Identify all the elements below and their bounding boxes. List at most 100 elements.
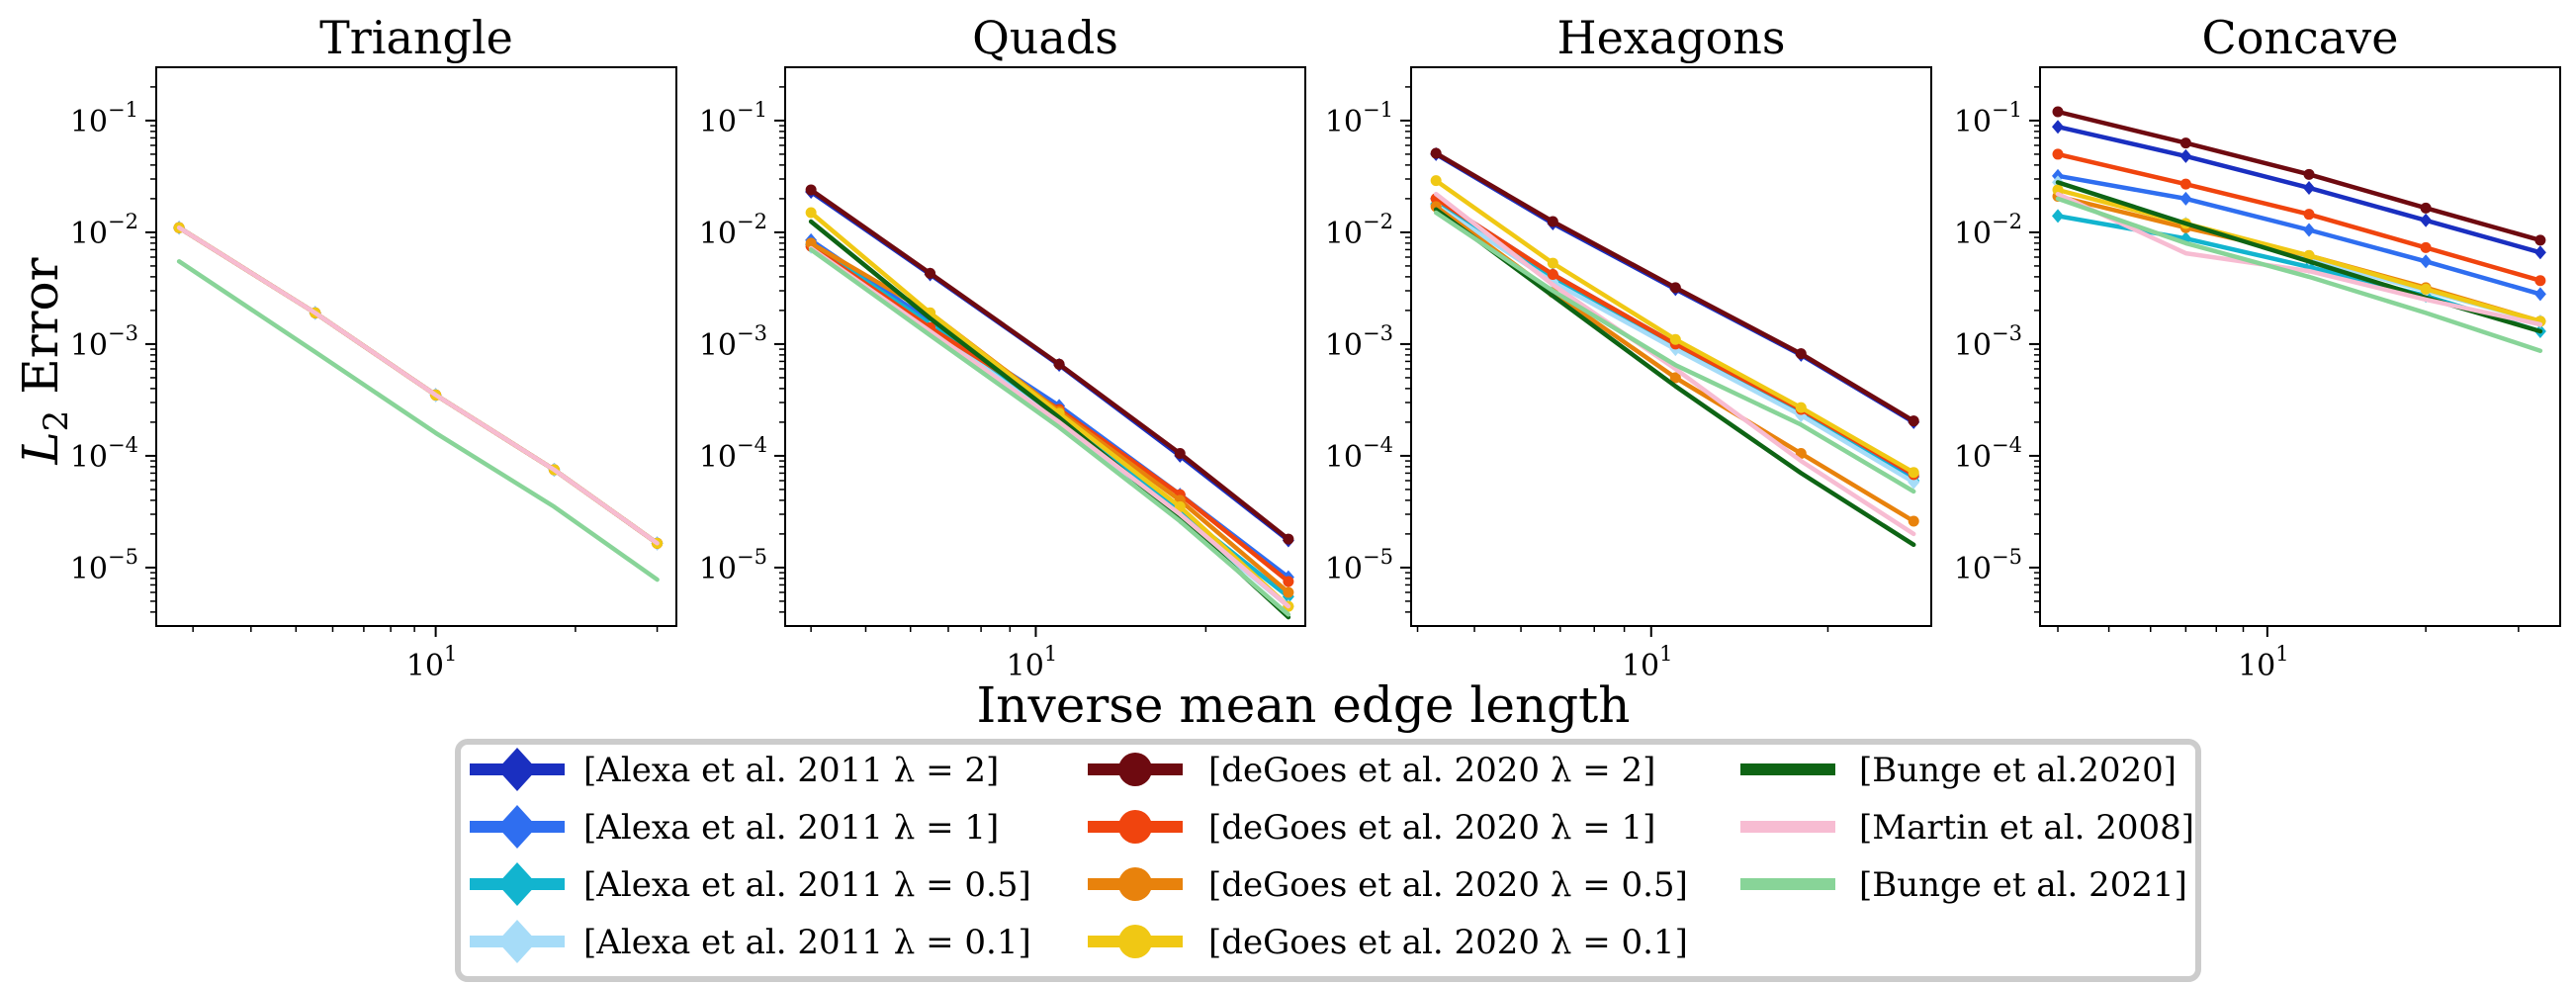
- y-tick-label: 10−3: [699, 321, 767, 363]
- data-point: [2303, 168, 2315, 180]
- data-point: [805, 207, 817, 219]
- minor-ticks: [150, 86, 659, 632]
- y-tick-label: 10−2: [1954, 210, 2022, 251]
- axes-frame: [784, 66, 1306, 627]
- y-tick-label: 10−1: [1325, 98, 1393, 139]
- panel-title: Concave: [2202, 11, 2399, 64]
- panel-title: Hexagons: [1556, 11, 1785, 64]
- data-point: [2420, 202, 2432, 214]
- series-path: [176, 224, 660, 546]
- series-path: [808, 247, 1291, 617]
- data-point: [1908, 415, 1919, 427]
- data-point: [1669, 282, 1681, 294]
- plot-area: [2052, 106, 2546, 353]
- data-point: [2179, 148, 2192, 163]
- series-path: [808, 245, 1291, 609]
- data-point: [2533, 287, 2546, 302]
- y-tick-label: 10−5: [70, 545, 138, 586]
- y-tick-label: 10−3: [1325, 321, 1393, 363]
- data-point: [2052, 148, 2064, 160]
- legend-entry: [deGoes et al. 2020 λ = 0.5]: [1088, 865, 1688, 905]
- data-point: [2052, 184, 2064, 196]
- legend-entry: [Alexa et al. 2011 λ = 0.1]: [470, 920, 1031, 963]
- y-tick-label: 10−2: [70, 210, 138, 251]
- series-path: [2055, 196, 2543, 353]
- y-tick-label: 10−4: [1954, 433, 2022, 475]
- series-line: [2052, 106, 2546, 246]
- series-line: [176, 259, 660, 583]
- series-line: [805, 184, 1294, 545]
- series-line: [1433, 210, 1916, 494]
- data-point: [1283, 586, 1294, 598]
- series-path: [2055, 109, 2543, 243]
- series-path: [808, 189, 1291, 543]
- legend-entry: [Alexa et al. 2011 λ = 1]: [470, 805, 999, 849]
- data-point: [2420, 283, 2432, 295]
- data-point: [2179, 178, 2191, 190]
- y-axis-label-text: Error: [12, 257, 69, 409]
- legend-entry: [Bunge et al. 2021]: [1740, 865, 2187, 905]
- series-path: [1433, 210, 1916, 494]
- data-point: [1547, 216, 1558, 227]
- data-point: [1669, 372, 1681, 384]
- data-point: [2052, 120, 2065, 134]
- y-tick-label: 10−1: [1954, 98, 2022, 139]
- data-point: [1283, 576, 1294, 587]
- legend-label: [Martin et al. 2008]: [1859, 808, 2194, 848]
- panel-quads: Quads 10−1 10−2 10−3 10−4 10−5 101: [699, 11, 1306, 683]
- series-path: [1433, 178, 1916, 475]
- data-point: [1908, 515, 1919, 527]
- legend-label: [Alexa et al. 2011 λ = 0.5]: [583, 865, 1031, 905]
- series-line: [2055, 196, 2543, 353]
- data-point: [2303, 180, 2316, 195]
- legend-marker: [1118, 925, 1152, 958]
- series-path: [1433, 191, 1916, 537]
- legend-marker: [1118, 867, 1152, 901]
- legend-label: [Bunge et al.2020]: [1859, 751, 2176, 790]
- data-point: [2179, 137, 2191, 149]
- data-point: [1174, 448, 1186, 460]
- legend-marker: [497, 748, 537, 791]
- legend: [Alexa et al. 2011 λ = 2] [Alexa et al. 2…: [455, 739, 2201, 982]
- data-point: [2420, 241, 2432, 253]
- y-tick-label: 10−3: [70, 321, 138, 363]
- series-line: [2052, 120, 2546, 260]
- data-point: [2420, 254, 2433, 269]
- y-tick-label: 10−1: [699, 98, 767, 139]
- y-tick-label: 10−4: [1325, 433, 1393, 475]
- legend-entry: [deGoes et al. 2020 λ = 2]: [1088, 751, 1655, 790]
- y-tick-label: 10−3: [1954, 321, 2022, 363]
- data-point: [2052, 106, 2064, 118]
- data-point: [1430, 147, 1442, 159]
- legend-entry: [deGoes et al. 2020 λ = 0.1]: [1088, 923, 1688, 962]
- minor-ticks: [1405, 86, 1829, 632]
- y-tick-label: 10−2: [1325, 210, 1393, 251]
- x-tick-label: 101: [2238, 642, 2289, 683]
- data-point: [2303, 209, 2315, 221]
- legend-label: [Alexa et al. 2011 λ = 0.1]: [583, 923, 1031, 962]
- data-point: [2179, 191, 2192, 206]
- series-line: [808, 247, 1291, 617]
- series-line: [1433, 191, 1916, 537]
- series-line: [2055, 191, 2543, 327]
- data-point: [1669, 333, 1681, 345]
- data-point: [1430, 175, 1442, 187]
- y-tick-label: 10−4: [699, 433, 767, 475]
- series-path: [176, 259, 660, 583]
- data-point: [805, 237, 817, 249]
- data-point: [2052, 209, 2065, 224]
- legend-entry: [Alexa et al. 2011 λ = 0.5]: [470, 862, 1031, 906]
- legend-marker: [1118, 753, 1152, 786]
- data-point: [1795, 402, 1807, 413]
- data-point: [1547, 268, 1558, 280]
- series-path: [2055, 191, 2543, 327]
- y-tick-label: 10−5: [1954, 545, 2022, 586]
- data-point: [1053, 358, 1065, 370]
- panel-concave: Concave 10−1 10−2 10−3 10−4 10−5 101: [1954, 11, 2561, 683]
- panel-triangle: Triangle 10−1 10−2 10−3 10−4 10−5 101: [70, 11, 677, 683]
- x-tick-label: 101: [1622, 642, 1673, 683]
- data-point: [1795, 348, 1807, 360]
- legend-label: [deGoes et al. 2020 λ = 0.1]: [1208, 923, 1688, 962]
- series-line: [808, 245, 1291, 609]
